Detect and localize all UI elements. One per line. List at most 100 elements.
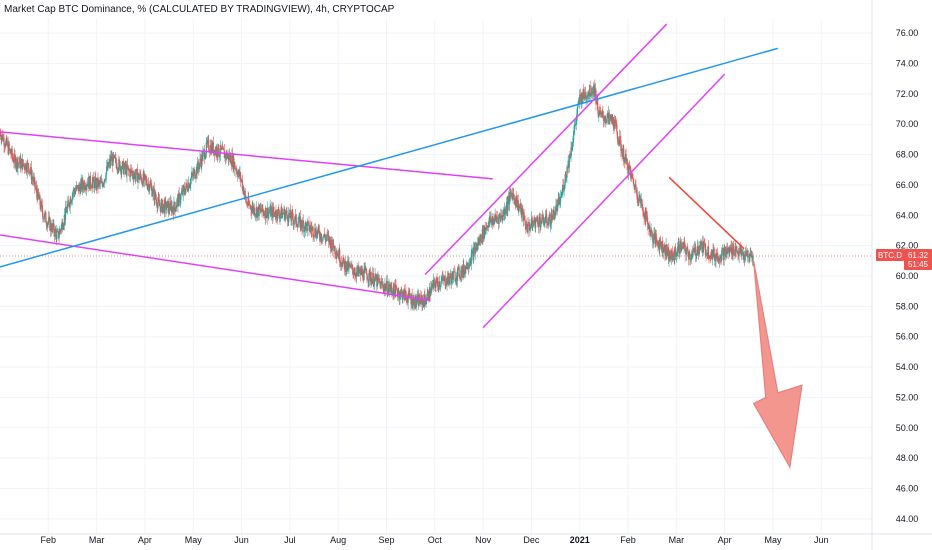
candle-body: [22, 159, 24, 170]
candle-body: [76, 185, 78, 187]
candle-body: [152, 188, 154, 195]
candle-body: [64, 206, 67, 220]
candle-body: [182, 186, 184, 195]
candle-body: [188, 185, 191, 188]
candle-body: [150, 185, 152, 187]
candle-body: [624, 157, 626, 163]
candle-body: [430, 287, 432, 294]
candle-body: [62, 227, 64, 230]
candle-body: [166, 202, 168, 208]
candle-body: [23, 164, 25, 165]
candle-body: [11, 148, 13, 157]
candle-body: [691, 254, 693, 260]
candle-body: [256, 209, 258, 218]
candle-body: [129, 169, 132, 177]
candle-body: [437, 281, 439, 287]
candle-body: [179, 200, 181, 203]
candle-body: [579, 94, 581, 104]
candle-body: [608, 112, 610, 119]
candle-body: [636, 190, 638, 200]
candle-body: [625, 153, 627, 162]
candle-body: [523, 212, 525, 219]
candle-body: [416, 302, 418, 305]
candle-body: [195, 175, 197, 178]
candle-body: [388, 284, 391, 291]
candle-body: [284, 214, 286, 221]
candle-body: [389, 288, 391, 291]
candle-body: [555, 204, 557, 215]
candle-body: [486, 225, 489, 227]
candle-body: [358, 266, 360, 273]
candle-body: [385, 286, 387, 291]
candle-body: [82, 179, 84, 187]
candle-body: [439, 285, 441, 287]
candle-body: [411, 295, 413, 307]
candle-body: [244, 191, 246, 196]
candle-body: [393, 283, 395, 291]
candle-body: [565, 177, 567, 179]
candle-body: [561, 195, 563, 196]
candle-body: [598, 115, 600, 118]
candle-body: [548, 219, 550, 222]
candle-body: [58, 235, 60, 239]
candle-body: [394, 284, 396, 298]
candle-body: [634, 186, 636, 189]
candle-body: [151, 186, 153, 197]
candle-body: [307, 221, 309, 223]
candle-body: [721, 250, 723, 261]
x-tick-label: Feb: [41, 535, 57, 545]
candle-body: [104, 179, 107, 181]
candle-body: [295, 214, 297, 225]
candle-body: [553, 210, 555, 212]
candle-body: [563, 188, 565, 192]
candle-body: [533, 222, 535, 224]
candle-body: [412, 299, 414, 306]
candle-body: [684, 242, 686, 245]
candle-body: [738, 251, 740, 257]
candle-body: [623, 162, 625, 163]
candle-body: [651, 231, 653, 234]
candle-body: [51, 224, 53, 232]
candle-body: [559, 196, 562, 202]
candle-body: [34, 177, 36, 187]
candle-body: [29, 171, 31, 172]
candle-body: [226, 152, 228, 159]
candle-body: [308, 229, 311, 231]
candle-body: [429, 287, 431, 296]
channel-line: [0, 234, 431, 302]
candle-body: [494, 214, 496, 220]
candle-body: [172, 206, 174, 210]
candle-body: [364, 267, 366, 270]
candle-body: [616, 131, 619, 140]
resistance-line: [668, 176, 745, 250]
candle-body: [652, 233, 654, 243]
candle-body: [615, 119, 617, 124]
y-tick-label: 44.00: [896, 514, 919, 524]
candle-body: [302, 220, 304, 229]
candle-body: [422, 299, 424, 302]
candle-body: [591, 93, 594, 95]
candle-body: [631, 172, 633, 175]
candle-body: [291, 211, 293, 221]
candle-body: [473, 247, 475, 261]
candle-body: [684, 244, 686, 251]
candle-body: [517, 199, 519, 211]
candle-body: [635, 184, 637, 193]
candle-body: [136, 169, 138, 183]
candle-body: [245, 195, 247, 202]
candle-body: [325, 237, 327, 239]
candle-body: [673, 254, 675, 256]
candle-body: [65, 206, 67, 211]
candle-body: [289, 210, 292, 219]
x-tick-label: Jun: [814, 535, 829, 545]
candle-body: [649, 226, 651, 236]
candle-body: [427, 290, 430, 300]
candle-body: [294, 216, 296, 222]
candle-body: [664, 245, 666, 255]
candle-body: [62, 222, 64, 230]
candle-body: [708, 255, 711, 259]
candle-body: [118, 159, 121, 162]
candle-body: [381, 281, 383, 285]
candle-body: [20, 161, 22, 168]
